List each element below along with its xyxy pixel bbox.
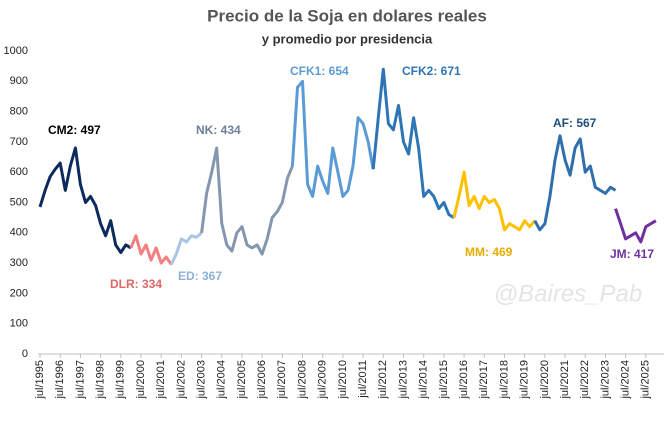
x-tick-label: jul/2000 xyxy=(135,360,147,400)
series-line xyxy=(169,231,203,266)
x-tick-label: jul/2017 xyxy=(478,360,490,400)
x-tick-label: jul/2006 xyxy=(256,360,268,400)
x-tick-label: jul/2007 xyxy=(276,360,288,400)
x-tick-label: jul/2009 xyxy=(317,360,329,400)
x-tick-label: jul/2018 xyxy=(498,360,510,400)
chart-title: Precio de la Soja en dolares reales xyxy=(207,6,487,25)
series-line xyxy=(371,67,455,219)
x-tick-label: jul/2016 xyxy=(458,360,470,400)
series-line xyxy=(200,146,294,256)
series-label: JM: 417 xyxy=(610,247,654,261)
x-tick-label: jul/2013 xyxy=(397,360,409,400)
series-label: MM: 469 xyxy=(465,245,513,259)
series-label: NK: 434 xyxy=(196,123,241,137)
series-label: CFK1: 654 xyxy=(290,64,349,78)
y-tick-label: 0 xyxy=(22,348,28,360)
y-tick-label: 200 xyxy=(10,287,28,299)
x-tick-label: jul/2001 xyxy=(155,360,167,400)
x-tick-label: jul/2002 xyxy=(175,360,187,400)
x-tick-label: jul/1996 xyxy=(54,360,66,400)
x-tick-label: jul/1997 xyxy=(74,360,86,400)
x-tick-label: jul/2004 xyxy=(216,360,228,400)
x-tick-label: jul/2014 xyxy=(418,360,430,400)
x-tick-label: jul/1999 xyxy=(115,360,127,400)
x-tick-label: jul/2022 xyxy=(579,360,591,400)
series-label: CM2: 497 xyxy=(48,123,101,137)
y-tick-label: 700 xyxy=(10,136,28,148)
y-tick-label: 900 xyxy=(10,75,28,87)
x-tick-label: jul/2019 xyxy=(519,360,531,400)
series-line xyxy=(290,79,375,198)
x-tick-label: jul/1998 xyxy=(95,360,107,400)
y-tick-label: 100 xyxy=(10,318,28,330)
series-line xyxy=(38,146,132,254)
series-label: ED: 367 xyxy=(178,269,222,283)
x-tick-label: jul/2024 xyxy=(620,360,632,400)
x-tick-label: jul/2003 xyxy=(195,360,207,400)
y-tick-label: 500 xyxy=(10,196,28,208)
series-line xyxy=(614,208,657,244)
y-tick-label: 300 xyxy=(10,257,28,269)
x-tick-label: jul/1995 xyxy=(34,360,46,400)
x-tick-label: jul/2010 xyxy=(337,360,349,400)
y-tick-label: 600 xyxy=(10,166,28,178)
x-tick-label: jul/2008 xyxy=(296,360,308,400)
chart-subtitle: y promedio por presidencia xyxy=(262,31,433,46)
watermark: @Baires_Pab xyxy=(494,280,642,307)
y-tick-label: 1000 xyxy=(4,45,28,57)
x-tick-label: jul/2012 xyxy=(377,360,389,400)
x-tick-label: jul/2005 xyxy=(236,360,248,400)
series-label: AF: 567 xyxy=(553,116,597,130)
series-label: DLR: 334 xyxy=(110,277,162,291)
series-line xyxy=(452,170,536,232)
series-line xyxy=(129,234,173,266)
x-tick-label: jul/2020 xyxy=(539,360,551,400)
x-tick-label: jul/2015 xyxy=(438,360,450,400)
series-line xyxy=(533,134,617,232)
series-label: CFK2: 671 xyxy=(402,64,461,78)
x-tick-label: jul/2021 xyxy=(559,360,571,400)
y-tick-label: 400 xyxy=(10,227,28,239)
x-tick-label: jul/2025 xyxy=(640,360,652,400)
x-tick-label: jul/2023 xyxy=(599,360,611,400)
y-tick-label: 800 xyxy=(10,106,28,118)
x-tick-label: jul/2011 xyxy=(357,360,369,399)
